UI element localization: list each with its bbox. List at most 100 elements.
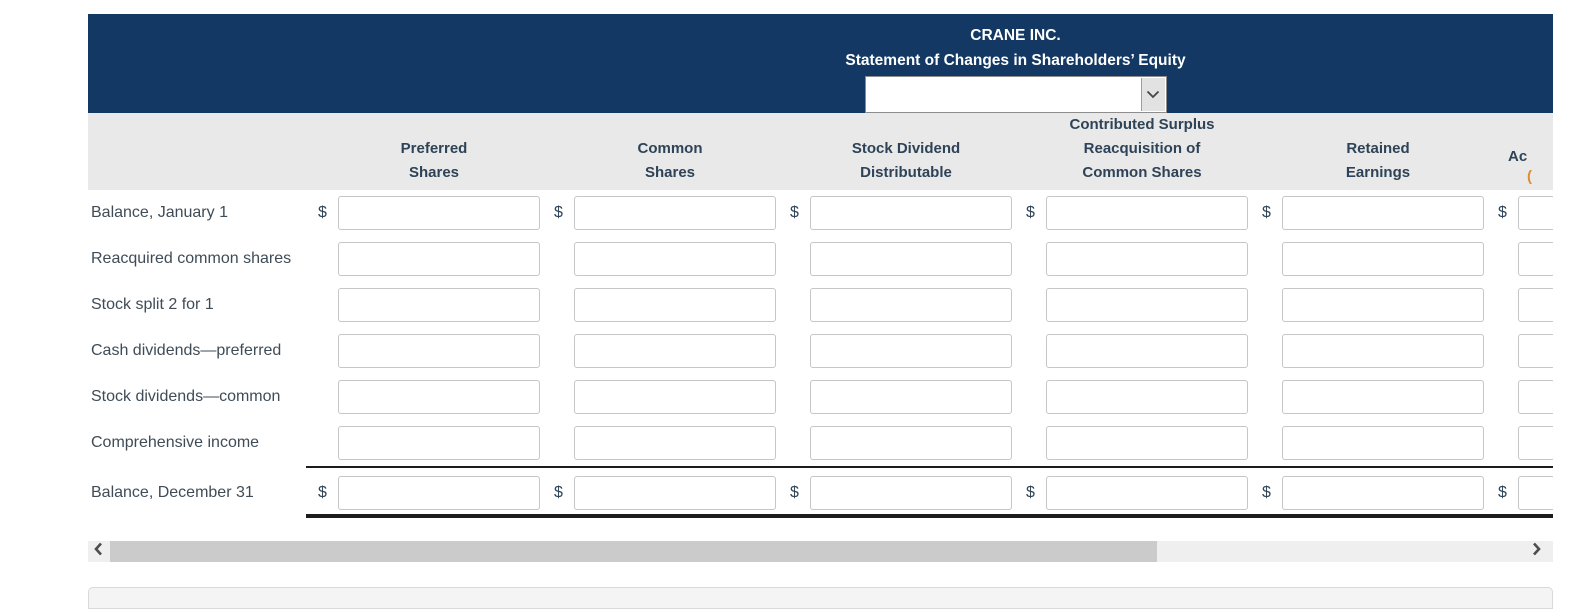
total-double-rule	[1014, 514, 1255, 518]
scrollbar-thumb[interactable]	[110, 541, 1157, 562]
table-row-stock-split: Stock split 2 for 1	[88, 282, 1553, 328]
amount-input[interactable]	[338, 380, 540, 414]
amount-input[interactable]	[1046, 426, 1248, 460]
column-header-preferred-shares: Preferred Shares	[400, 140, 468, 181]
amount-input[interactable]	[1518, 380, 1553, 414]
dollar-sign: $	[1498, 484, 1507, 501]
total-double-rule	[306, 514, 547, 518]
table-row-stock-dividends-common: Stock dividends—common	[88, 374, 1553, 420]
amount-input[interactable]	[810, 242, 1012, 276]
amount-input[interactable]	[1518, 288, 1553, 322]
statement-panel: CRANE INC. Statement of Changes in Share…	[88, 14, 1553, 562]
amount-input[interactable]	[810, 334, 1012, 368]
subtotal-rule	[1014, 466, 1255, 468]
select-dropdown-button[interactable]	[1140, 78, 1165, 111]
company-name: CRANE INC.	[970, 27, 1061, 44]
total-double-rule	[1250, 514, 1491, 518]
period-select[interactable]	[864, 76, 1167, 113]
dollar-sign: $	[1262, 484, 1271, 501]
dollar-sign: $	[1026, 484, 1035, 501]
amount-input[interactable]	[1518, 242, 1553, 276]
dollar-sign: $	[1026, 204, 1035, 221]
statement-sheet: CRANE INC. Statement of Changes in Share…	[88, 14, 1553, 521]
next-section-panel-top	[88, 587, 1553, 609]
subtotal-rule-row	[88, 466, 1553, 472]
amount-input[interactable]	[338, 426, 540, 460]
amount-input[interactable]	[574, 196, 776, 230]
column-header-contributed-surplus: Contributed Surplus Reacquisition of Com…	[1069, 116, 1215, 181]
subtotal-rule	[1486, 466, 1553, 468]
amount-input[interactable]	[1046, 242, 1248, 276]
amount-input[interactable]	[1282, 334, 1484, 368]
amount-input[interactable]	[574, 334, 776, 368]
amount-input[interactable]	[1282, 380, 1484, 414]
amount-input[interactable]	[338, 334, 540, 368]
amount-input[interactable]	[574, 242, 776, 276]
table-row-balance-january-1: Balance, January 1 $ $ $ $ $ $	[88, 190, 1553, 236]
amount-input[interactable]	[1282, 196, 1484, 230]
amount-input[interactable]	[1282, 288, 1484, 322]
total-double-rule	[542, 514, 783, 518]
amount-input[interactable]	[810, 380, 1012, 414]
amount-input[interactable]	[338, 242, 540, 276]
chevron-down-icon	[1146, 86, 1160, 104]
amount-input[interactable]	[1518, 196, 1553, 230]
column-header-row: Preferred Shares Common Shares Stock Div…	[88, 113, 1553, 190]
amount-input[interactable]	[1518, 476, 1553, 510]
amount-input[interactable]	[1282, 426, 1484, 460]
amount-input[interactable]	[1046, 334, 1248, 368]
column-header-stock-dividend-distributable: Stock Dividend Distributable	[851, 140, 961, 181]
statement-header: CRANE INC. Statement of Changes in Share…	[88, 14, 1553, 113]
dollar-sign: $	[318, 204, 327, 221]
amount-input[interactable]	[1046, 196, 1248, 230]
table-row-reacquired-common-shares: Reacquired common shares	[88, 236, 1553, 282]
amount-input[interactable]	[1046, 476, 1248, 510]
amount-input[interactable]	[1282, 476, 1484, 510]
amount-input[interactable]	[1518, 426, 1553, 460]
amount-input[interactable]	[338, 288, 540, 322]
amount-input[interactable]	[574, 426, 776, 460]
column-header-retained-earnings: Retained Earnings	[1345, 140, 1411, 181]
dollar-sign: $	[790, 484, 799, 501]
column-header-truncated: Ac (	[1508, 148, 1532, 185]
dollar-sign: $	[1262, 204, 1271, 221]
amount-input[interactable]	[338, 196, 540, 230]
amount-input[interactable]	[574, 288, 776, 322]
table-viewport: CRANE INC. Statement of Changes in Share…	[88, 14, 1553, 521]
dollar-sign: $	[554, 484, 563, 501]
total-double-rule-row	[88, 514, 1553, 521]
amount-input[interactable]	[574, 380, 776, 414]
column-header-common-shares: Common Shares	[637, 140, 703, 181]
amount-input[interactable]	[810, 196, 1012, 230]
table-row-balance-december-31: Balance, December 31 $ $ $ $ $ $	[88, 472, 1553, 514]
statement-title: Statement of Changes in Shareholders’ Eq…	[845, 52, 1186, 69]
dollar-sign: $	[1498, 204, 1507, 221]
total-double-rule	[778, 514, 1019, 518]
subtotal-rule	[306, 466, 547, 468]
scroll-left-button[interactable]	[88, 541, 109, 562]
dollar-sign: $	[318, 484, 327, 501]
subtotal-rule	[542, 466, 783, 468]
chevron-left-icon	[94, 542, 103, 561]
table-row-cash-dividends-preferred: Cash dividends—preferred	[88, 328, 1553, 374]
amount-input[interactable]	[810, 288, 1012, 322]
horizontal-scrollbar[interactable]	[88, 541, 1553, 562]
chevron-right-icon	[1532, 542, 1541, 561]
table-row-comprehensive-income: Comprehensive income	[88, 420, 1553, 466]
scroll-right-button[interactable]	[1526, 541, 1547, 562]
dollar-sign: $	[790, 204, 799, 221]
subtotal-rule	[1250, 466, 1491, 468]
amount-input[interactable]	[810, 426, 1012, 460]
partial-orange-glyph: (	[1527, 169, 1532, 185]
amount-input[interactable]	[1046, 380, 1248, 414]
amount-input[interactable]	[338, 476, 540, 510]
subtotal-rule	[778, 466, 1019, 468]
amount-input[interactable]	[1046, 288, 1248, 322]
column-header-spacer	[88, 113, 316, 190]
amount-input[interactable]	[1282, 242, 1484, 276]
total-double-rule	[1486, 514, 1553, 518]
dollar-sign: $	[554, 204, 563, 221]
amount-input[interactable]	[1518, 334, 1553, 368]
amount-input[interactable]	[574, 476, 776, 510]
amount-input[interactable]	[810, 476, 1012, 510]
